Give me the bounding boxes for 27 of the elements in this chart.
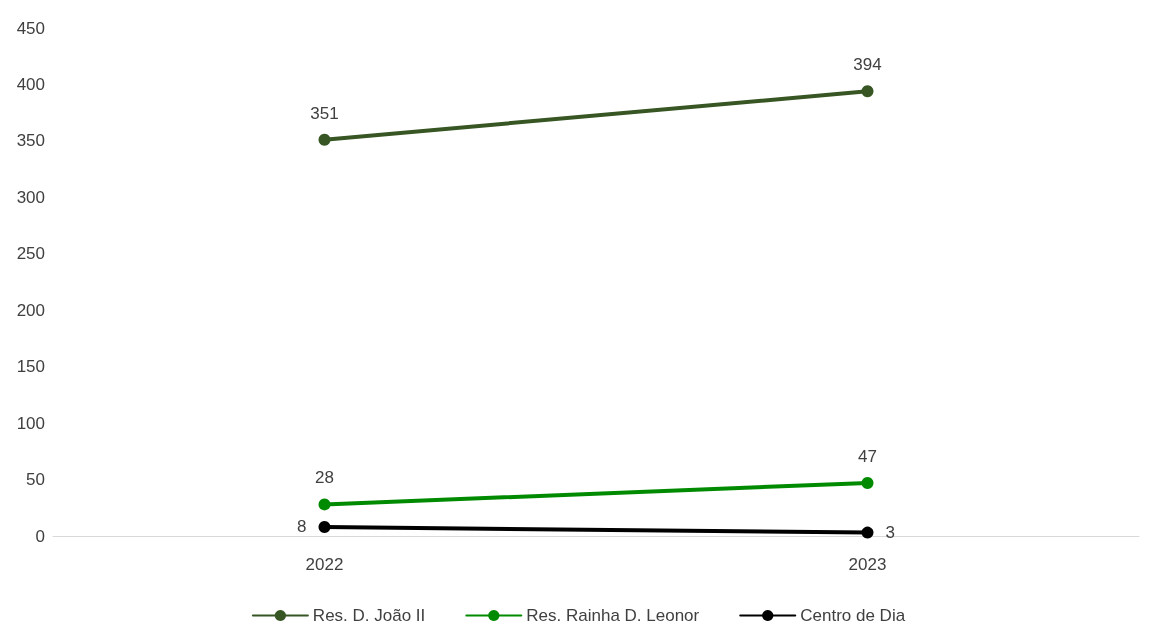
point	[318, 498, 331, 511]
point	[318, 133, 331, 146]
y-tick-label: 0	[35, 526, 45, 546]
y-tick-label: 50	[26, 470, 45, 490]
x-tick-label: 2023	[848, 555, 887, 574]
y-tick-label: 350	[16, 131, 45, 151]
y-tick-label: 450	[16, 18, 45, 38]
legend-label: Res. D. João II	[312, 606, 426, 625]
x-tick-label: 2022	[305, 555, 344, 574]
y-tick-label: 300	[16, 187, 45, 207]
data-label: 8	[297, 517, 307, 537]
point	[861, 85, 874, 98]
y-tick-label: 150	[16, 357, 45, 377]
point	[318, 520, 331, 533]
legend-label: Centro de Dia	[800, 606, 906, 625]
data-label: 3	[885, 523, 895, 543]
y-tick-label: 250	[16, 244, 45, 264]
data-label: 47	[858, 446, 877, 466]
data-label: 351	[310, 103, 339, 123]
data-label: 394	[853, 55, 882, 75]
point	[861, 526, 874, 539]
y-tick-label: 100	[16, 413, 45, 433]
legend-label: Res. Rainha D. Leonor	[526, 606, 700, 625]
data-label: 28	[315, 468, 334, 488]
point	[861, 476, 874, 489]
y-tick-label: 200	[16, 300, 45, 320]
y-tick-label: 400	[16, 74, 45, 94]
